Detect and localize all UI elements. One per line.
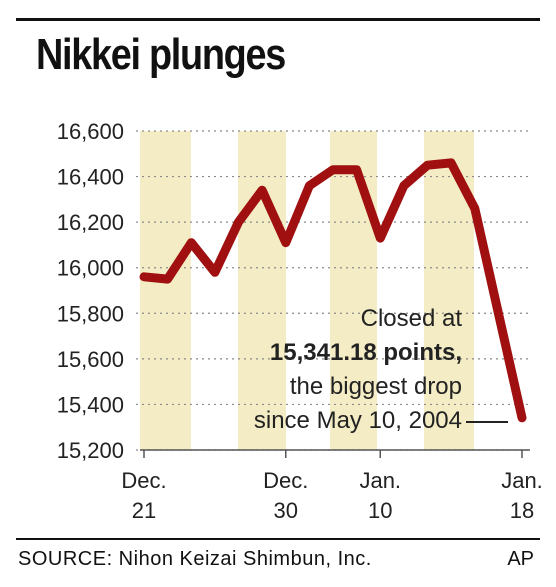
- y-tick-label: 15,200: [57, 438, 124, 463]
- y-tick-label: 16,600: [57, 119, 124, 144]
- annotation-line-3: the biggest drop: [290, 373, 462, 400]
- x-tick-label: 18: [510, 498, 534, 523]
- x-tick-label: Dec.: [121, 468, 166, 493]
- y-tick-label: 16,200: [57, 210, 124, 235]
- week-band: [238, 131, 286, 450]
- annotation-line-1: Closed at: [361, 305, 463, 332]
- x-tick-label: Dec.: [263, 468, 308, 493]
- week-band: [424, 131, 474, 450]
- x-tick-label: Jan.: [359, 468, 401, 493]
- y-tick-label: 16,000: [57, 256, 124, 281]
- bottom-rule: [16, 538, 540, 540]
- y-tick-label: 15,600: [57, 347, 124, 372]
- x-tick-label: 10: [368, 498, 392, 523]
- line-chart: 16,600 16,400 16,200 16,000 15,800 15,600 15,4…: [57, 119, 543, 523]
- closing-annotation: Closed at 15,341.18 points, the biggest …: [254, 305, 508, 434]
- week-band: [330, 131, 377, 450]
- credit-ap: AP: [507, 548, 534, 570]
- x-tick-label: 21: [132, 498, 156, 523]
- top-rule: [16, 18, 540, 21]
- x-axis-ticks: Dec. 21 Dec. 30 Jan. 10 Jan. 18: [121, 450, 543, 523]
- y-tick-label: 16,400: [57, 165, 124, 190]
- week-band: [140, 131, 191, 450]
- source-note: SOURCE: Nihon Keizai Shimbun, Inc.: [18, 548, 372, 570]
- x-tick-label: 30: [274, 498, 298, 523]
- nikkei-line: [139, 158, 527, 423]
- chart-title: Nikkei plunges: [36, 30, 286, 79]
- annotation-line-4: since May 10, 2004: [254, 407, 462, 434]
- y-tick-label: 15,400: [57, 392, 124, 417]
- y-axis-ticks: 16,600 16,400 16,200 16,000 15,800 15,600 15,4…: [57, 119, 124, 463]
- y-tick-label: 15,800: [57, 301, 124, 326]
- annotation-line-2: 15,341.18 points,: [270, 339, 462, 366]
- shaded-bands: [140, 131, 474, 450]
- x-tick-label: Jan.: [501, 468, 543, 493]
